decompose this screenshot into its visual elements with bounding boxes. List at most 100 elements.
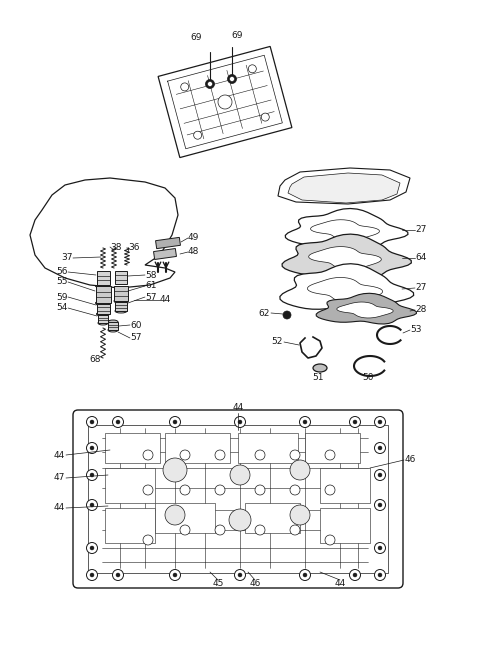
- Ellipse shape: [98, 313, 108, 317]
- Circle shape: [215, 485, 225, 495]
- Circle shape: [229, 77, 235, 81]
- Text: 60: 60: [130, 320, 142, 329]
- Circle shape: [180, 525, 190, 535]
- Text: 47: 47: [54, 474, 65, 483]
- Bar: [96, 286, 110, 303]
- Text: 27: 27: [415, 284, 426, 293]
- Ellipse shape: [114, 299, 128, 303]
- Circle shape: [163, 458, 187, 482]
- Circle shape: [116, 420, 120, 424]
- Ellipse shape: [96, 302, 109, 306]
- Circle shape: [86, 542, 97, 553]
- Circle shape: [374, 569, 385, 580]
- Bar: [245, 503, 300, 533]
- Circle shape: [205, 79, 215, 88]
- Circle shape: [255, 525, 265, 535]
- Ellipse shape: [115, 269, 127, 273]
- Circle shape: [290, 450, 300, 460]
- Circle shape: [290, 505, 310, 525]
- Ellipse shape: [96, 280, 110, 284]
- Text: 46: 46: [405, 455, 416, 464]
- Circle shape: [374, 542, 385, 553]
- Circle shape: [173, 420, 177, 424]
- Polygon shape: [309, 246, 382, 269]
- Circle shape: [303, 573, 307, 577]
- Bar: [105, 508, 155, 543]
- Circle shape: [374, 500, 385, 510]
- Text: 68: 68: [89, 356, 101, 364]
- Text: 37: 37: [61, 253, 73, 263]
- Circle shape: [378, 473, 382, 477]
- Text: 38: 38: [110, 242, 121, 252]
- Ellipse shape: [115, 309, 127, 313]
- Ellipse shape: [96, 312, 109, 316]
- Polygon shape: [285, 208, 408, 248]
- Circle shape: [90, 446, 94, 450]
- Text: 69: 69: [231, 31, 243, 39]
- Circle shape: [112, 417, 123, 428]
- Circle shape: [90, 420, 94, 424]
- Circle shape: [374, 470, 385, 481]
- Circle shape: [90, 573, 94, 577]
- Polygon shape: [158, 47, 292, 158]
- Circle shape: [143, 535, 153, 545]
- Bar: [155, 503, 215, 533]
- Circle shape: [378, 503, 382, 507]
- Bar: [238, 433, 298, 463]
- Text: 64: 64: [415, 253, 426, 263]
- Circle shape: [86, 500, 97, 510]
- Text: 58: 58: [145, 271, 156, 280]
- Text: 44: 44: [54, 504, 65, 512]
- Bar: [88, 425, 388, 573]
- Text: 59: 59: [57, 293, 68, 301]
- Polygon shape: [156, 237, 180, 249]
- Circle shape: [165, 505, 185, 525]
- Text: 49: 49: [188, 233, 199, 242]
- Circle shape: [378, 546, 382, 550]
- Ellipse shape: [108, 328, 118, 332]
- Text: 69: 69: [190, 33, 202, 43]
- Bar: [108, 322, 118, 330]
- Ellipse shape: [115, 282, 127, 286]
- Circle shape: [229, 509, 251, 531]
- Text: 44: 44: [232, 403, 244, 413]
- Text: 53: 53: [410, 326, 421, 335]
- Bar: [114, 286, 128, 301]
- Polygon shape: [337, 302, 393, 318]
- Circle shape: [300, 417, 311, 428]
- Bar: [165, 433, 230, 463]
- Circle shape: [353, 573, 357, 577]
- Circle shape: [303, 420, 307, 424]
- Text: 45: 45: [212, 580, 224, 588]
- Ellipse shape: [115, 281, 128, 285]
- Circle shape: [86, 569, 97, 580]
- Ellipse shape: [96, 301, 110, 305]
- Polygon shape: [316, 293, 417, 324]
- Circle shape: [235, 569, 245, 580]
- Circle shape: [169, 569, 180, 580]
- Circle shape: [116, 573, 120, 577]
- Circle shape: [193, 131, 202, 140]
- Text: 57: 57: [130, 333, 142, 343]
- Ellipse shape: [115, 280, 128, 284]
- Bar: [320, 508, 370, 543]
- Ellipse shape: [96, 269, 109, 273]
- Bar: [320, 468, 370, 503]
- Ellipse shape: [96, 284, 110, 288]
- Circle shape: [290, 525, 300, 535]
- Ellipse shape: [98, 321, 108, 325]
- Circle shape: [215, 450, 225, 460]
- Text: 36: 36: [128, 242, 140, 252]
- Circle shape: [215, 525, 225, 535]
- Text: 44: 44: [335, 580, 346, 588]
- Ellipse shape: [96, 281, 110, 285]
- Circle shape: [238, 573, 242, 577]
- Circle shape: [180, 450, 190, 460]
- Circle shape: [378, 446, 382, 450]
- Circle shape: [378, 420, 382, 424]
- Text: 52: 52: [272, 337, 283, 346]
- Circle shape: [238, 420, 242, 424]
- Circle shape: [325, 485, 335, 495]
- Circle shape: [374, 443, 385, 453]
- Circle shape: [143, 485, 153, 495]
